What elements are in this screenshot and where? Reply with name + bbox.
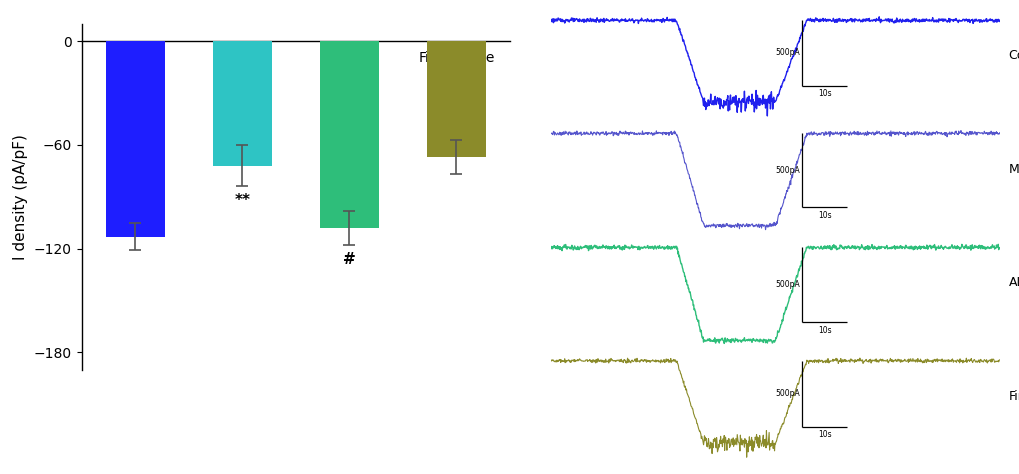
Text: Finasteride: Finasteride bbox=[1008, 390, 1019, 403]
Bar bbox=[106, 41, 164, 237]
Text: Model: Model bbox=[1008, 163, 1019, 176]
Text: **: ** bbox=[234, 193, 250, 208]
Text: 500pA: 500pA bbox=[774, 166, 799, 175]
Bar bbox=[213, 41, 271, 165]
Text: 10s: 10s bbox=[817, 89, 830, 98]
Text: 10s: 10s bbox=[817, 326, 830, 335]
Bar bbox=[427, 41, 485, 157]
Y-axis label: I density (pA/pF): I density (pA/pF) bbox=[13, 134, 29, 260]
Text: 500pA: 500pA bbox=[774, 48, 799, 57]
Text: 500pA: 500pA bbox=[774, 280, 799, 289]
Text: 10s: 10s bbox=[817, 211, 830, 220]
Text: #: # bbox=[342, 252, 356, 267]
Text: 10s: 10s bbox=[817, 430, 830, 439]
Text: Control: Control bbox=[1008, 49, 1019, 62]
Text: 500pA: 500pA bbox=[774, 389, 799, 398]
Text: ALLO: ALLO bbox=[1008, 276, 1019, 290]
Bar bbox=[320, 41, 378, 228]
